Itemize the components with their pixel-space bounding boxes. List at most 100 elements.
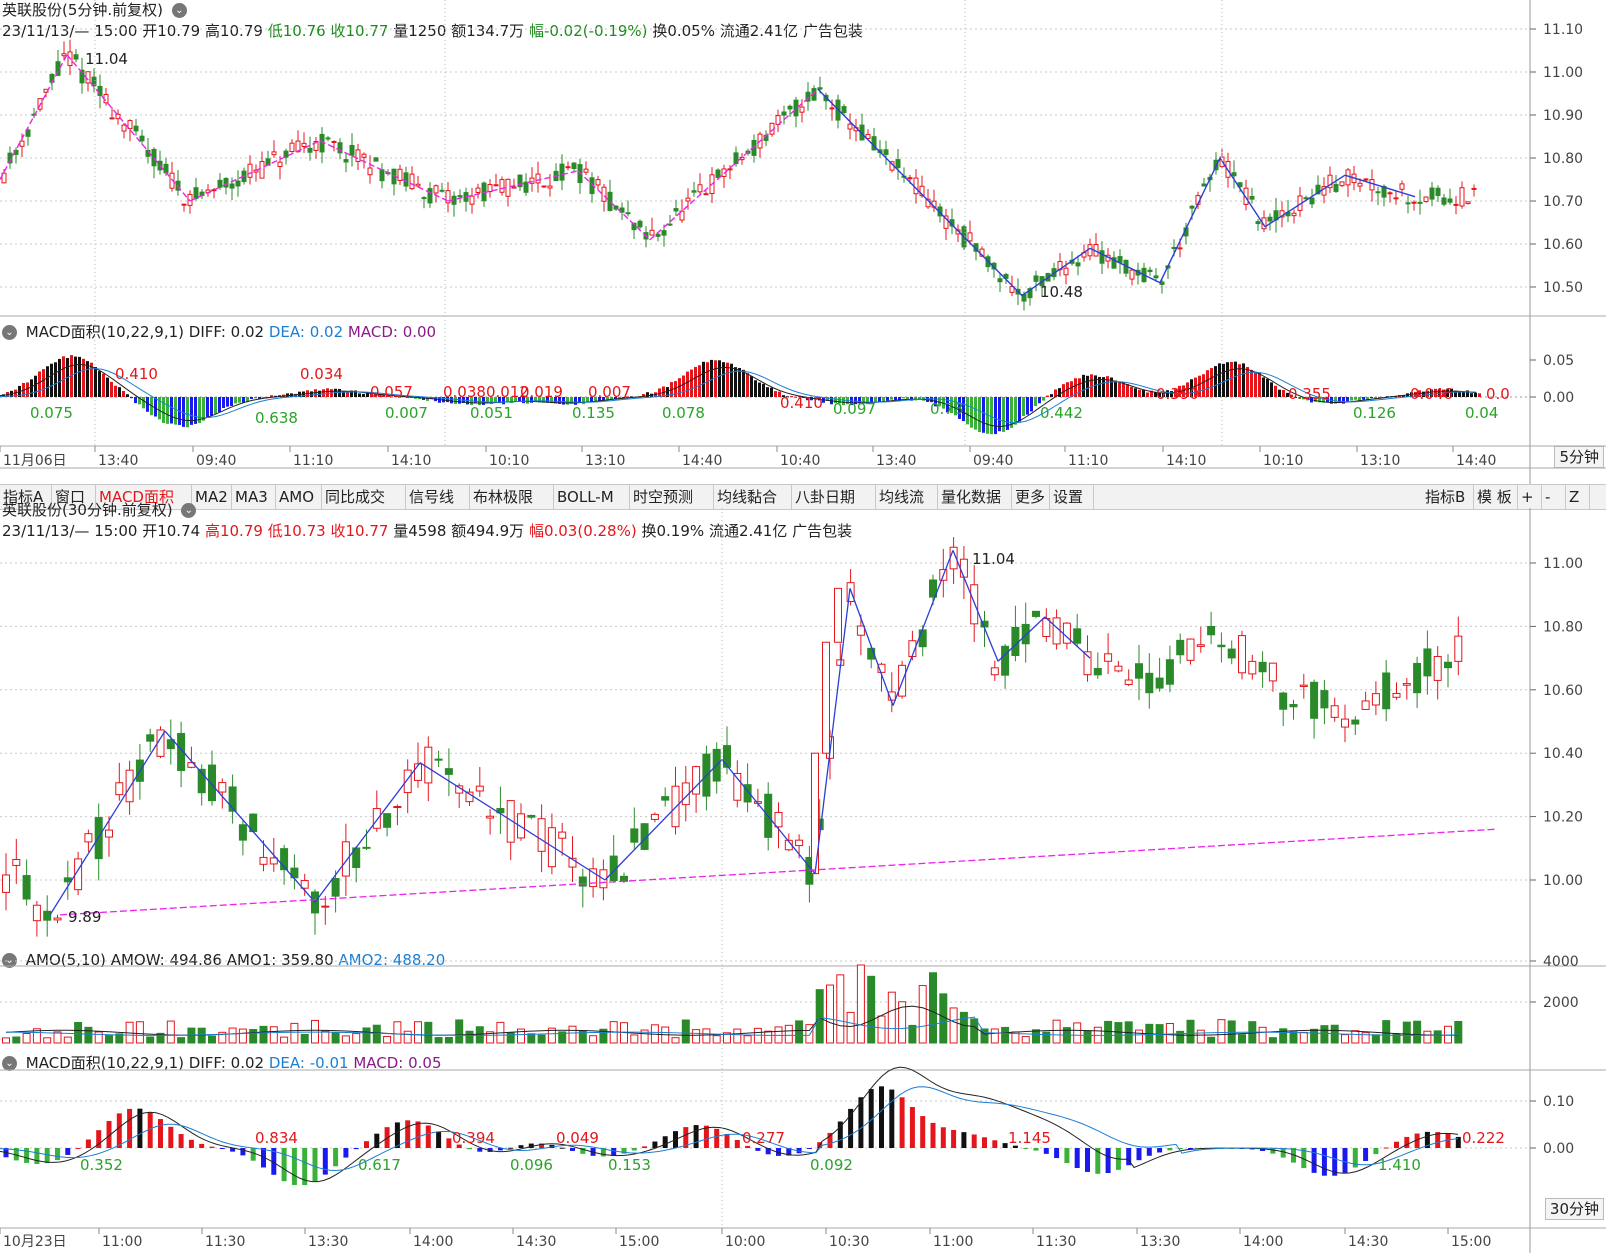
macd-bar <box>879 1086 884 1148</box>
macd-bar <box>1110 377 1113 397</box>
candle <box>295 140 301 153</box>
macd-bar <box>70 355 73 397</box>
toolbar-item-10[interactable]: 时空预测 <box>630 485 714 509</box>
toolbar-item-4[interactable]: MA3 <box>232 485 276 509</box>
toolbar-item-16[interactable]: 设置 <box>1050 485 1094 509</box>
toolbar-item-3[interactable]: MA2 <box>192 485 232 509</box>
zigzag-segment <box>49 730 166 916</box>
candle <box>1459 187 1465 207</box>
toolbar-item-11[interactable]: 均线黏合 <box>714 485 792 509</box>
macd-bar <box>1418 390 1421 397</box>
chevron-down-icon[interactable]: ⌄ <box>181 503 197 518</box>
candle <box>1382 672 1391 710</box>
macd-bar <box>198 397 201 424</box>
bottom-open-label: 开 <box>142 522 158 540</box>
collapse-icon[interactable]: ⌄ <box>2 953 17 968</box>
toolbar-right-3[interactable]: - <box>1542 485 1566 509</box>
macd-bar <box>702 361 705 397</box>
toolbar-item-7[interactable]: 信号线 <box>406 485 470 509</box>
macd-bar <box>549 1144 555 1148</box>
volume-bar <box>506 1032 515 1044</box>
volume-bar <box>1279 1028 1288 1044</box>
toolbar-item-15[interactable]: 更多 <box>1012 485 1050 509</box>
collapse-icon[interactable]: ⌄ <box>2 325 17 340</box>
macd-bar <box>42 369 45 397</box>
macd-bar <box>346 391 349 397</box>
toolbar-item-9[interactable]: BOLL-M <box>554 485 630 509</box>
toolbar-right-2[interactable]: + <box>1518 485 1542 509</box>
top-low-label: 低 <box>267 22 283 40</box>
toolbar-item-1[interactable]: 窗口 <box>52 485 96 509</box>
candle <box>1045 273 1051 282</box>
diff-line <box>0 364 1477 427</box>
candle <box>1309 197 1315 205</box>
top-open-label: 开 <box>142 22 158 40</box>
macd-bar <box>1258 372 1261 397</box>
macd-bar <box>270 395 273 397</box>
period-selector-bottom[interactable]: 30分钟 <box>1544 1198 1604 1220</box>
candle <box>249 813 258 833</box>
toolbar-item-13[interactable]: 均线流 <box>876 485 938 509</box>
toolbar-right-1[interactable]: 模 板 <box>1474 485 1518 509</box>
zigzag-segment <box>649 88 819 241</box>
zigzag-segment <box>577 170 651 241</box>
toolbar-right-0[interactable]: 指标B <box>1422 485 1474 509</box>
macd-bar <box>218 397 221 413</box>
candle <box>1279 692 1288 710</box>
amo-legend: ⌄ AMO(5,10) AMOW: 494.86 AMO1: 359.80 AM… <box>2 950 445 970</box>
macd-bar <box>578 397 581 403</box>
candle <box>1238 635 1246 674</box>
toolbar-item-6[interactable]: 同比成交 <box>322 485 406 509</box>
candle <box>1399 183 1405 190</box>
candle <box>1402 683 1411 686</box>
volume-bar <box>640 1029 649 1044</box>
macd-bar <box>582 397 585 405</box>
candle <box>661 230 667 236</box>
candle <box>37 98 43 110</box>
toolbar-item-12[interactable]: 八卦日期 <box>792 485 876 509</box>
toolbar-right-4[interactable]: Z <box>1566 485 1590 509</box>
y-tick-label: 0.00 <box>1543 390 1574 406</box>
toolbar-item-14[interactable]: 量化数据 <box>938 485 1012 509</box>
candle <box>1141 267 1147 283</box>
macd-bar <box>1260 1148 1266 1151</box>
macd-data-label: 0.352 <box>80 1156 123 1174</box>
candle <box>805 856 814 885</box>
toolbar-item-5[interactable]: AMO <box>276 485 322 509</box>
macd-bar <box>786 1148 792 1156</box>
x-tick-label: 10:40 <box>780 453 820 469</box>
toolbar-item-2[interactable]: MACD面积 <box>96 485 192 509</box>
chevron-down-icon[interactable]: ⌄ <box>171 3 187 18</box>
macd-bar <box>314 389 317 397</box>
candle <box>577 164 583 184</box>
macd-bar <box>209 1146 215 1148</box>
macd-bar <box>848 1108 854 1148</box>
candle <box>73 54 79 60</box>
macd-bar <box>930 1122 936 1148</box>
macd-bar <box>998 397 1001 432</box>
candle <box>763 134 769 141</box>
x-tick-label: 11:30 <box>205 1234 245 1250</box>
macd-bar <box>291 1148 297 1185</box>
macd-bar <box>518 1145 524 1148</box>
period-selector-top[interactable]: 5分钟 <box>1554 446 1604 468</box>
macd-bar <box>1226 362 1229 397</box>
macd-bar <box>802 397 805 398</box>
volume-bar <box>1011 1031 1020 1044</box>
candle <box>1261 217 1267 230</box>
toolbar-item-8[interactable]: 布林极限 <box>470 485 554 509</box>
candle <box>486 815 495 819</box>
collapse-icon[interactable]: ⌄ <box>2 1056 17 1071</box>
macd-data-label: 0.046 <box>1410 385 1453 403</box>
volume-bar <box>537 1034 546 1044</box>
macd-bar <box>398 397 401 398</box>
macd-bar <box>1466 390 1469 397</box>
macd-bar <box>122 391 125 397</box>
x-tick-label: 14:40 <box>682 453 722 469</box>
volume-bar <box>702 1028 711 1044</box>
toolbar-item-0[interactable]: 指标A <box>0 485 52 509</box>
macd-bar <box>882 397 885 403</box>
volume-bar <box>1196 1029 1205 1044</box>
candle <box>979 248 985 257</box>
candle <box>1423 648 1432 677</box>
